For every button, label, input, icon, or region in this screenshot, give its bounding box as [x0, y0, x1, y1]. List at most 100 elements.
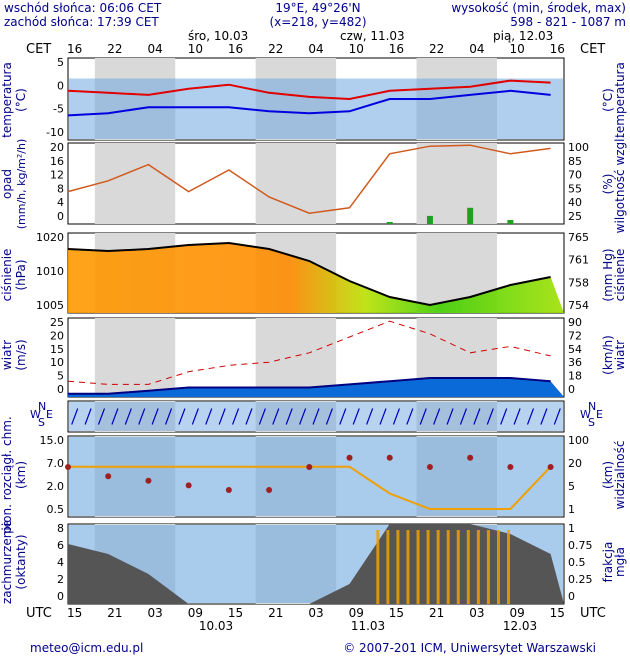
bottom-hour-label: 15	[228, 606, 243, 620]
svg-text:(oktanty): (oktanty)	[14, 534, 28, 589]
wind-arrow	[124, 408, 132, 425]
bottom-tz-left: UTC	[26, 606, 52, 621]
bottom-hour-label: 03	[308, 606, 323, 620]
svg-text:N: N	[38, 400, 46, 413]
wind-kmh-tick: 18	[568, 370, 582, 383]
sunrise-text: wschód słońca: 06:06 CET	[4, 1, 162, 15]
elevation-values: 598 - 821 - 1087 m	[510, 15, 626, 29]
fog-fraction-tick: 0.75	[568, 539, 593, 552]
temperature-panel	[67, 78, 563, 139]
bottom-hour-label: 21	[429, 606, 444, 620]
cloud-octa-tick: 6	[57, 539, 64, 552]
wind-arrow	[205, 408, 213, 425]
wind-arrow	[218, 408, 226, 425]
night-band-precip-1	[255, 143, 337, 224]
pressure-left-label: ciśnienie (hPa)	[0, 249, 28, 302]
top-hour-label: 04	[308, 42, 323, 56]
temperature-line	[67, 79, 551, 101]
pressure-hpa-tick: 1005	[36, 299, 64, 312]
bottom-hour-label: 03	[469, 606, 484, 620]
svg-text:wilgotność wzgl.: wilgotność wzgl.	[613, 135, 627, 234]
cloud-depth-point	[185, 482, 192, 489]
fog-bar	[406, 530, 410, 604]
bottom-hour-label: 21	[268, 606, 283, 620]
cloud-depth-point	[547, 464, 554, 470]
wind-kmh-tick: 90	[568, 316, 582, 329]
temperature-cold-fill	[69, 78, 563, 139]
wind-arrow	[178, 408, 186, 425]
wind-arrow	[553, 408, 561, 425]
bottom-hour-label: 15	[67, 606, 82, 620]
temperature-tick: 0	[57, 79, 64, 92]
wind-ms-tick: 20	[50, 329, 64, 342]
top-hour-label: 10	[509, 42, 524, 56]
svg-text:widzialność: widzialność	[613, 441, 627, 510]
day-label-3: pią, 12.03	[493, 29, 553, 43]
cloud-octa-tick: 8	[57, 522, 64, 535]
svg-text:E: E	[46, 408, 53, 421]
svg-text:W: W	[580, 408, 591, 421]
top-hour-label: 10	[188, 42, 203, 56]
wind-right-label: (km/h) wiatr	[601, 335, 627, 375]
wind-arrow	[151, 408, 159, 425]
pressure-right-label: (mm Hg) ciśnienie	[601, 248, 627, 301]
svg-text:temperatura: temperatura	[613, 62, 627, 138]
dewpoint-line	[67, 89, 551, 117]
wind-ms-tick: 15	[50, 343, 64, 356]
fog-bar	[396, 530, 400, 604]
wind-arrow	[419, 408, 427, 425]
cloud-depth-point	[426, 464, 433, 470]
night-band-wind-1	[255, 318, 337, 397]
wind-arrow	[526, 408, 535, 425]
precipitation-tick: 0	[57, 210, 64, 223]
coords-text: 19°E, 49°26'N	[275, 1, 360, 15]
cloud-depth-point	[346, 454, 353, 461]
wind-arrow	[352, 408, 360, 425]
svg-text:(mm/h, kg/m²/h): (mm/h, kg/m²/h)	[15, 139, 28, 230]
contact-email[interactable]: meteo@icm.edu.pl	[30, 641, 143, 655]
svg-text:(°C): (°C)	[601, 88, 615, 112]
visibility-fill	[69, 437, 563, 516]
svg-text:(mm Hg): (mm Hg)	[601, 248, 615, 301]
visibility-tick: 100	[568, 434, 589, 447]
humidity-tick: 85	[568, 155, 582, 168]
svg-text:mgła: mgła	[613, 547, 627, 577]
cloud-left-label: zachmurzenie (oktanty)	[0, 520, 28, 604]
visibility-right-label: (km) widzialność	[601, 441, 627, 510]
cloud-depth-point	[386, 454, 393, 461]
wind-arrow	[500, 408, 508, 425]
wind-arrow	[299, 408, 307, 425]
svg-text:S: S	[38, 416, 45, 429]
fog-fraction-tick: 0.5	[568, 556, 586, 569]
top-hour-label: 22	[429, 42, 444, 56]
svg-text:S: S	[588, 416, 595, 429]
cloud-octa-tick: 2	[57, 573, 64, 586]
wind-arrow	[513, 408, 521, 425]
fog-bar	[376, 530, 380, 604]
wind-arrow	[433, 408, 441, 425]
cloud-right-label: frakcja mgła	[601, 542, 627, 583]
cloud-depth-tick: 0.5	[47, 503, 65, 516]
date-label-2: 11.03	[351, 619, 385, 633]
pressure-hpa-tick: 1010	[36, 265, 64, 278]
wind-arrow	[111, 408, 119, 425]
wind-ms-tick: 25	[50, 316, 64, 329]
svg-text:E: E	[596, 408, 603, 421]
svg-text:wiatr: wiatr	[0, 340, 14, 370]
wind-arrow	[406, 408, 414, 425]
fog-bar	[386, 530, 390, 604]
top-hour-label: 16	[550, 42, 565, 56]
grid-text: (x=218, y=482)	[269, 15, 366, 29]
wind-arrow	[258, 408, 266, 425]
svg-text:(°C): (°C)	[14, 88, 28, 112]
svg-text:ciśnienie: ciśnienie	[613, 249, 627, 302]
copyright-text: © 2007-201 ICM, Uniwersytet Warszawski	[343, 641, 596, 655]
svg-text:wiatr: wiatr	[613, 340, 627, 370]
bottom-hour-label: 15	[550, 606, 565, 620]
svg-text:(m/s): (m/s)	[14, 339, 28, 370]
day-label-1: śro, 10.03	[188, 29, 248, 43]
fog-bar	[456, 530, 460, 604]
wind-arrow	[138, 408, 146, 425]
wind-arrow	[339, 408, 347, 425]
wind-arrow	[285, 408, 293, 425]
